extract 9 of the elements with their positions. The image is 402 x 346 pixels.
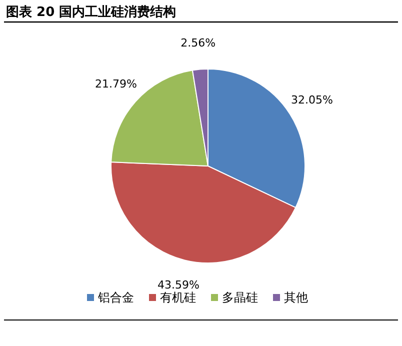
chart-title: 图表 20 国内工业硅消费结构 xyxy=(6,5,176,20)
data-label: 21.79% xyxy=(94,77,137,90)
data-label: 2.56% xyxy=(180,36,216,50)
data-label: 43.59% xyxy=(158,278,200,292)
legend-label: 铝合金 xyxy=(97,290,134,304)
legend-label: 其他 xyxy=(284,290,308,304)
data-label: 32.05% xyxy=(290,93,333,106)
legend-label: 有机硅 xyxy=(160,290,196,304)
legend-label: 多晶硅 xyxy=(222,290,258,304)
